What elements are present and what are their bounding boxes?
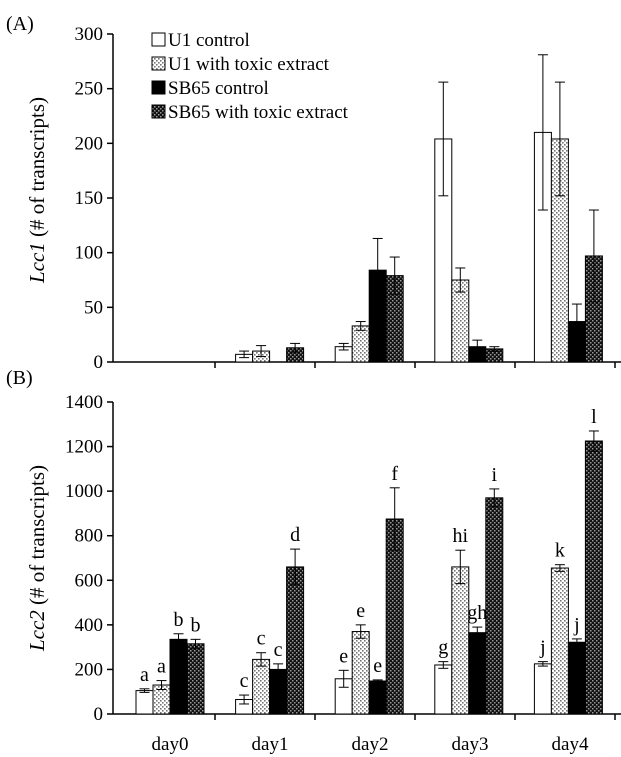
panel-b-significance-letter: c — [274, 639, 283, 661]
panel-b-bar — [135, 690, 154, 715]
panel-b-bar — [169, 638, 188, 715]
panel-a-y-tick-label: 100 — [75, 243, 104, 264]
x-tick-label-day2: day2 — [352, 734, 389, 755]
panel-b-bars — [135, 430, 603, 715]
panel-b-significance-letter: hi — [453, 525, 469, 547]
panel-b-bar — [468, 632, 487, 715]
panel-b-y-tick-label: 400 — [75, 615, 104, 636]
panel-b-significance-letters: a c e g j a c e hi k b c e gh j b d f i l — [140, 406, 597, 692]
panel-b-significance-letter: b — [174, 609, 184, 631]
panel-b-significance-letter: d — [290, 524, 300, 546]
legend-label: SB65 with toxic extract — [168, 102, 349, 123]
legend-swatch — [151, 32, 166, 47]
panel-b-label: (B) — [6, 367, 33, 389]
panel-b-y-tick-label: 200 — [75, 659, 104, 680]
panel-b-y-axis-label: Lcc2 (# of transcripts) — [25, 465, 49, 652]
legend-swatch — [151, 56, 166, 71]
panel-b-y-tick-label: 600 — [75, 570, 104, 591]
panel-a-y-axis-label: Lcc1 (# of transcripts) — [25, 97, 49, 284]
panel-b-bar — [567, 641, 586, 715]
panel-b-y-tick-label: 1200 — [65, 437, 103, 458]
panel-b-bar — [533, 663, 552, 715]
panel-b-y-axis-label-unit: (# of transcripts) — [25, 465, 49, 610]
legend-label: U1 with toxic extract — [168, 54, 330, 75]
panel-b-significance-letter: j — [539, 637, 546, 659]
panel-b-y-tick-label: 1400 — [65, 392, 103, 413]
panel-b-significance-letter: e — [373, 655, 382, 677]
panel-b-significance-letter: c — [240, 670, 249, 692]
panel-b-y-tick-label: 1000 — [65, 481, 103, 502]
panel-b-bar — [584, 440, 603, 715]
panel-a-y-tick-label: 150 — [75, 188, 104, 209]
panel-b-significance-letter: f — [391, 463, 398, 485]
panel-b-bar — [550, 567, 569, 715]
panel-a-bar — [351, 325, 370, 363]
panel-b-significance-letter: l — [591, 406, 597, 428]
panel-a-y-tick-label: 300 — [75, 24, 104, 45]
panel-b-x-tick-labels: day0 day1 day2 day3 day4 — [152, 734, 589, 755]
panel-a-y-axis-label-unit: (# of transcripts) — [25, 97, 49, 242]
panel-a-label: (A) — [6, 13, 34, 35]
panel-b-significance-letter: b — [191, 614, 201, 636]
panel-b-bar — [186, 643, 205, 715]
panel-b-significance-letter: a — [157, 656, 166, 678]
legend-swatch — [151, 80, 166, 95]
panel-b-significance-letter: e — [339, 645, 348, 667]
legend-label: U1 control — [168, 30, 250, 51]
panel-b-bar — [451, 566, 470, 715]
x-tick-label-day0: day0 — [152, 734, 189, 755]
x-tick-label-day1: day1 — [252, 734, 289, 755]
panel-a-y-tick-label: 200 — [75, 133, 104, 154]
panel-b-y-tick-label: 0 — [94, 704, 104, 725]
x-tick-label-day4: day4 — [552, 734, 589, 755]
x-tick-label-day3: day3 — [452, 734, 489, 755]
panel-b-y-axis-label-gene: Lcc2 — [25, 610, 49, 652]
legend-label: SB65 control — [168, 78, 269, 99]
panel-b-bar — [485, 497, 504, 715]
panel-b-significance-letter: g — [438, 637, 448, 659]
panel-a-axes: 0 50 100 150 200 250 300 — [75, 24, 621, 373]
panel-b-significance-letter: a — [140, 664, 149, 686]
panel-a-legend: U1 control U1 with toxic extract SB65 cont… — [151, 30, 349, 123]
panel-a-y-axis-label-gene: Lcc1 — [25, 242, 49, 284]
panel-b: (B) Lcc2 (# of transcripts) 0 200 400 600 80… — [6, 367, 621, 755]
panel-b-significance-letter: k — [555, 540, 565, 562]
panel-b-bar — [351, 631, 370, 715]
panel-a-y-tick-label: 250 — [75, 79, 104, 100]
panel-b-significance-letter: c — [257, 628, 266, 650]
panel-b-significance-letter: gh — [467, 602, 487, 624]
panel-b-bar — [368, 680, 387, 715]
panel-b-significance-letter: i — [492, 464, 498, 486]
panel-b-bar — [252, 658, 271, 715]
legend-swatch — [151, 104, 166, 119]
panel-b-significance-letter: e — [356, 600, 365, 622]
panel-b-bar — [286, 566, 305, 715]
panel-a-y-tick-label: 0 — [94, 352, 104, 373]
panel-b-significance-letter: j — [573, 614, 580, 636]
panel-b-bar — [269, 668, 288, 715]
panel-b-y-tick-label: 800 — [75, 526, 104, 547]
panel-b-bar — [434, 664, 453, 715]
panel-a-bars — [136, 54, 603, 363]
panel-a: (A) Lcc1 (# of transcripts) 0 50 100 150 200… — [6, 13, 621, 373]
panel-a-y-tick-label: 50 — [84, 297, 103, 318]
